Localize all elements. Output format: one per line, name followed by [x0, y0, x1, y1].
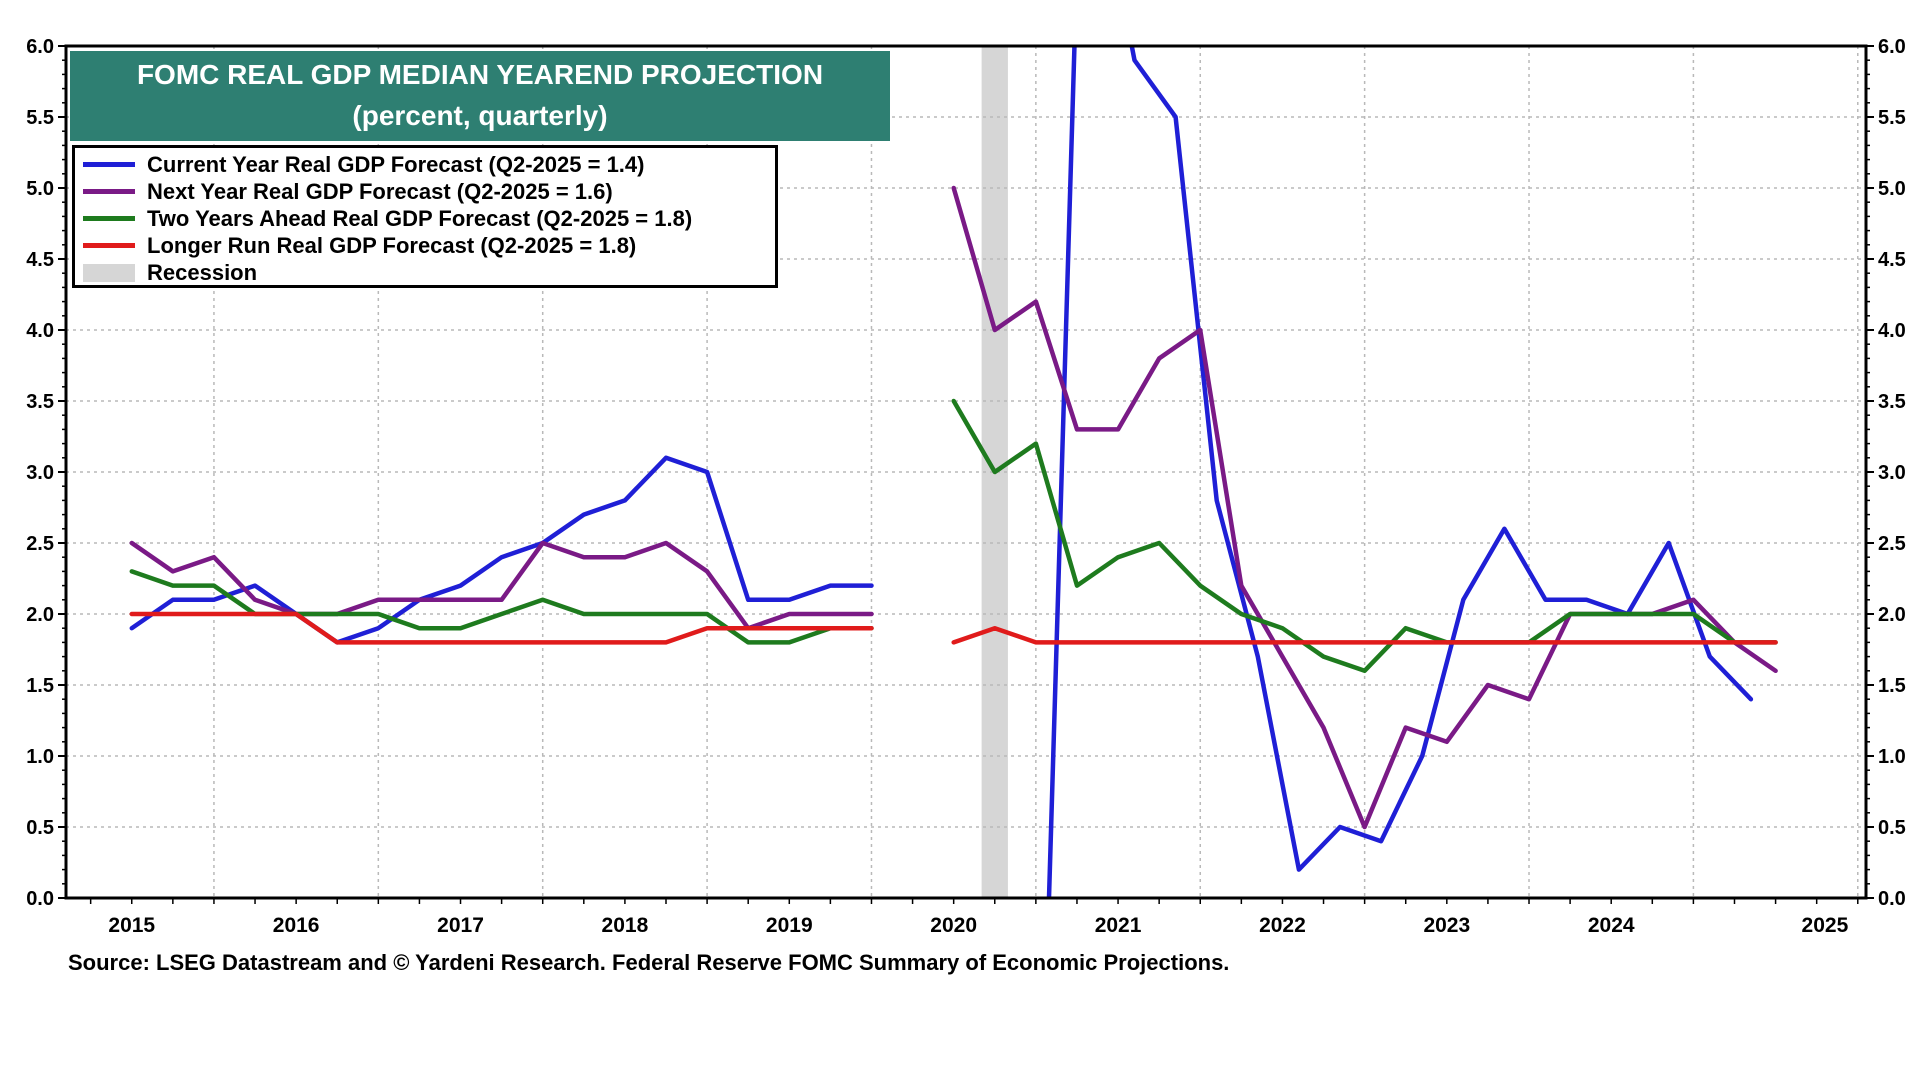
y-tick-label-right: 0.0 [1878, 888, 1906, 910]
series-line-current-year [1046, 46, 1754, 898]
y-tick-label-left: 5.0 [26, 178, 54, 200]
x-tick-label: 2017 [437, 914, 484, 937]
series-line-longer-run [951, 625, 1778, 645]
y-tick-label-right: 0.5 [1878, 817, 1906, 839]
y-tick-label-left: 2.5 [26, 533, 54, 555]
y-tick-label-right: 2.0 [1878, 604, 1906, 626]
x-tick-label: 2024 [1588, 914, 1635, 937]
y-tick-label-left: 6.0 [26, 36, 54, 58]
legend-entry-two-years-ahead: Two Years Ahead Real GDP Forecast (Q2-20… [83, 205, 692, 232]
y-tick-label-right: 5.0 [1878, 178, 1906, 200]
series-line-next-year [951, 185, 1778, 830]
x-tick-label: 2015 [108, 914, 155, 937]
series-line-current-year [129, 455, 874, 645]
y-tick-label-left: 3.5 [26, 391, 54, 413]
y-tick-label-right: 2.5 [1878, 533, 1906, 555]
x-tick-label: 2022 [1259, 914, 1306, 937]
chart-title-box: FOMC REAL GDP MEDIAN YEAREND PROJECTION … [70, 51, 890, 141]
x-tick-label: 2023 [1423, 914, 1470, 937]
legend-swatch-longer-run [83, 243, 135, 248]
x-tick-label: 2020 [930, 914, 977, 937]
y-tick-label-right: 4.5 [1878, 249, 1906, 271]
legend-entry-next-year: Next Year Real GDP Forecast (Q2-2025 = 1… [83, 178, 613, 205]
x-tick-label: 2018 [602, 914, 649, 937]
x-tick-label: 2021 [1095, 914, 1142, 937]
y-tick-label-left: 1.0 [26, 746, 54, 768]
y-tick-label-left: 4.5 [26, 249, 54, 271]
series-line-two-years-ahead [129, 569, 874, 645]
x-tick-label: 2025 [1802, 914, 1849, 937]
legend-swatch-next-year [83, 189, 135, 194]
y-tick-label-left: 0.5 [26, 817, 54, 839]
y-tick-label-left: 5.5 [26, 107, 54, 129]
y-tick-label-right: 4.0 [1878, 320, 1906, 342]
y-tick-label-left: 3.0 [26, 462, 54, 484]
y-tick-label-left: 0.0 [26, 888, 54, 910]
y-tick-label-left: 1.5 [26, 675, 54, 697]
y-tick-label-right: 6.0 [1878, 36, 1906, 58]
source-note: Source: LSEG Datastream and © Yardeni Re… [68, 950, 1230, 975]
x-tick-label: 2016 [273, 914, 320, 937]
legend-label-two-years-ahead: Two Years Ahead Real GDP Forecast (Q2-20… [147, 205, 693, 231]
legend-swatch-two-years-ahead [83, 216, 135, 221]
x-tick-label: 2019 [766, 914, 813, 937]
chart-subtitle: (percent, quarterly) [352, 100, 608, 131]
legend-swatch-recession [83, 263, 135, 282]
y-tick-label-right: 1.0 [1878, 746, 1906, 768]
chart-title: FOMC REAL GDP MEDIAN YEAREND PROJECTION [136, 59, 824, 90]
y-tick-label-right: 3.0 [1878, 462, 1906, 484]
legend-label-current-year: Current Year Real GDP Forecast (Q2-2025 … [147, 151, 645, 177]
legend-label-longer-run: Longer Run Real GDP Forecast (Q2-2025 = … [147, 232, 637, 258]
y-tick-label-left: 4.0 [26, 320, 54, 342]
legend-label-next-year: Next Year Real GDP Forecast (Q2-2025 = 1… [147, 178, 613, 204]
y-tick-label-right: 1.5 [1878, 675, 1906, 697]
chart-legend: Current Year Real GDP Forecast (Q2-2025 … [72, 145, 778, 288]
legend-label-recession: Recession [147, 259, 258, 285]
series-line-two-years-ahead [951, 398, 1778, 674]
y-tick-label-right: 5.5 [1878, 107, 1906, 129]
legend-entry-recession: Recession [83, 259, 257, 286]
legend-entry-longer-run: Longer Run Real GDP Forecast (Q2-2025 = … [83, 232, 636, 259]
y-tick-label-left: 2.0 [26, 604, 54, 626]
y-tick-label-right: 3.5 [1878, 391, 1906, 413]
legend-entry-current-year: Current Year Real GDP Forecast (Q2-2025 … [83, 151, 644, 178]
series-line-longer-run [129, 611, 874, 645]
legend-swatch-current-year [83, 162, 135, 167]
